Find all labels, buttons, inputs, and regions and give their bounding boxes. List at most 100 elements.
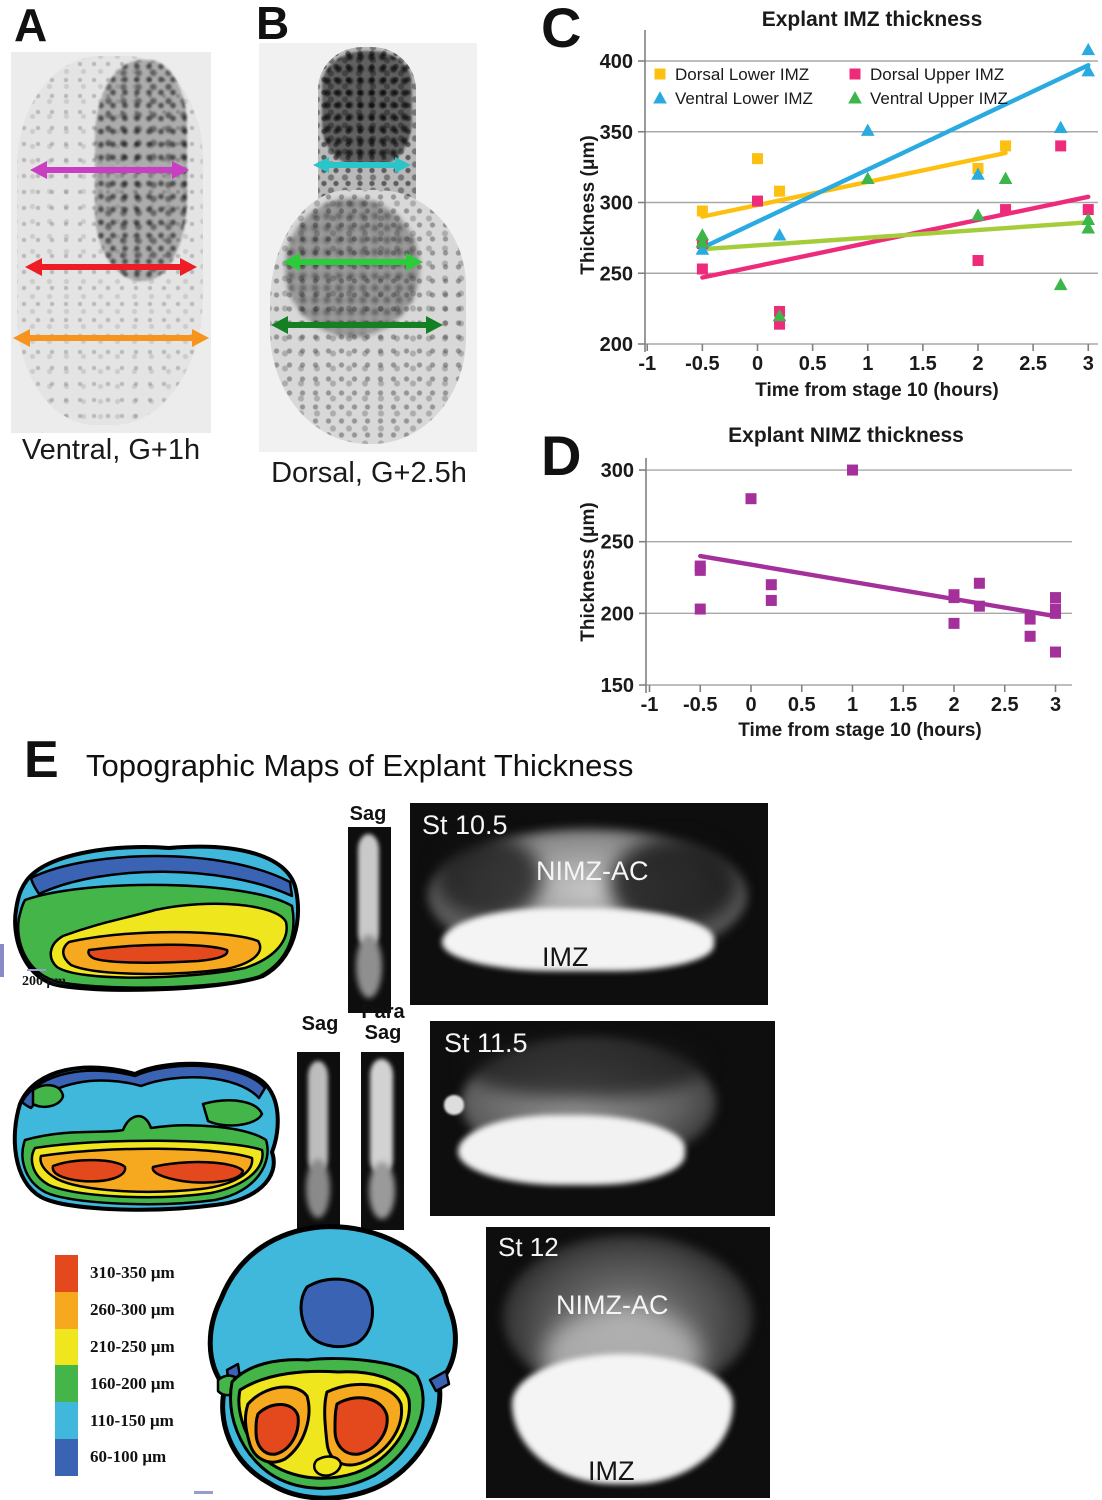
chart-text: 1 bbox=[847, 694, 858, 716]
sag-section-image bbox=[348, 827, 391, 1013]
imz-bright-band bbox=[511, 1354, 734, 1485]
section-tissue bbox=[368, 1162, 395, 1220]
data-point bbox=[653, 91, 667, 104]
panel-a-caption: Ventral, G+1h bbox=[21, 434, 201, 466]
data-point bbox=[1053, 277, 1068, 291]
chart-text: Ventral Upper IMZ bbox=[870, 89, 1008, 108]
data-point bbox=[774, 185, 786, 197]
data-point bbox=[1000, 204, 1012, 216]
trend-line bbox=[700, 220, 1091, 252]
chart-text: 0 bbox=[752, 353, 763, 375]
data-point bbox=[971, 208, 985, 221]
legend-swatch bbox=[55, 1328, 78, 1366]
data-point bbox=[948, 617, 960, 629]
imz-label: IMZ bbox=[588, 1456, 635, 1486]
imz-bright-band bbox=[457, 1114, 686, 1185]
edge-scale-mark bbox=[0, 944, 4, 977]
chart-text: 0.5 bbox=[788, 694, 816, 716]
chart-nimz: 150 200 250 300 -1 -0.5 0 0.5 1 1.5 2 2.5 3 Explant N… bbox=[578, 424, 1072, 741]
data-point bbox=[848, 91, 862, 104]
data-point bbox=[752, 153, 763, 165]
st105-photo: St 10.5 NIMZ-AC IMZ bbox=[410, 803, 768, 1005]
band-60-100 bbox=[29, 854, 294, 898]
chart-text: -0.5 bbox=[683, 694, 717, 716]
nimz-ac-label: NIMZ-AC bbox=[536, 856, 649, 886]
data-point bbox=[860, 171, 875, 184]
legend-label: 260-300 μm bbox=[90, 1300, 175, 1320]
data-point bbox=[973, 577, 985, 589]
data-point bbox=[765, 579, 777, 591]
chart-text: 2 bbox=[972, 353, 983, 375]
sag-label: Sag bbox=[301, 1013, 339, 1035]
chart-text: Dorsal Upper IMZ bbox=[870, 65, 1004, 84]
legend-label: 110-150 μm bbox=[90, 1410, 174, 1430]
legend-swatch bbox=[55, 1255, 78, 1292]
chart-text: 0 bbox=[745, 694, 756, 716]
legend-swatch bbox=[55, 1402, 78, 1439]
section-tissue bbox=[370, 1059, 393, 1174]
chart-text: 150 bbox=[601, 675, 634, 697]
chart-text: 350 bbox=[600, 122, 633, 144]
para-sag-section-image bbox=[361, 1052, 404, 1230]
nimz-ac-label: NIMZ-AC bbox=[556, 1290, 669, 1320]
data-point bbox=[654, 68, 666, 80]
band-160-200 bbox=[31, 1083, 65, 1108]
chart-text: 3 bbox=[1083, 353, 1094, 375]
panel-e-title: Topographic Maps of Explant Thickness bbox=[86, 748, 634, 783]
chart-text: 2.5 bbox=[1019, 353, 1047, 375]
chart-text: Thickness (μm) bbox=[578, 502, 599, 641]
panel-b-image bbox=[259, 43, 477, 452]
section-tissue bbox=[355, 934, 382, 999]
data-point bbox=[696, 205, 708, 217]
section-tissue bbox=[358, 834, 379, 947]
data-point bbox=[998, 171, 1013, 184]
chart-text: Ventral Lower IMZ bbox=[675, 89, 813, 108]
panel-a-letter: A bbox=[14, 0, 48, 51]
legend-label: 160-200 μm bbox=[90, 1373, 175, 1393]
data-point bbox=[972, 255, 984, 267]
band-210-250 bbox=[313, 1455, 343, 1477]
chart-text: 2 bbox=[948, 694, 959, 716]
panel-d-letter: D bbox=[541, 424, 582, 487]
sag-section-image bbox=[297, 1052, 340, 1230]
data-point bbox=[772, 228, 787, 241]
panel-a-image bbox=[11, 52, 211, 433]
legend-row: 160-200 μm bbox=[55, 1365, 175, 1403]
data-point bbox=[694, 603, 706, 615]
dark-region bbox=[435, 835, 543, 921]
legend-row: 310-350 μm bbox=[55, 1255, 175, 1292]
band-310-350 bbox=[254, 1403, 300, 1456]
trend-line bbox=[698, 553, 1058, 619]
band-310-350 bbox=[151, 1160, 245, 1184]
st12-photo: St 12 NIMZ-AC IMZ bbox=[486, 1227, 770, 1498]
trend-line bbox=[700, 150, 1008, 219]
data-point bbox=[745, 493, 757, 505]
section-tissue bbox=[305, 1158, 330, 1218]
chart-text: 300 bbox=[600, 193, 633, 215]
legend-row: 110-150 μm bbox=[55, 1402, 175, 1439]
data-point bbox=[1050, 607, 1061, 619]
data-point bbox=[752, 195, 763, 207]
panel-a-arrows bbox=[13, 161, 209, 347]
chart-text: Explant NIMZ thickness bbox=[728, 424, 964, 447]
chart-text: -1 bbox=[638, 353, 656, 375]
legend-label: 210-250 μm bbox=[90, 1336, 175, 1356]
debris-spot bbox=[443, 1095, 465, 1115]
chart-text: Explant IMZ thickness bbox=[762, 8, 983, 31]
red-arrow bbox=[25, 258, 197, 276]
chart-text: Time from stage 10 (hours) bbox=[738, 720, 982, 741]
chart-text: Thickness (μm) bbox=[578, 135, 599, 274]
data-point bbox=[1050, 592, 1061, 604]
chart-text: 1.5 bbox=[909, 353, 937, 375]
data-point bbox=[1000, 140, 1012, 152]
tissue-dark-region bbox=[285, 198, 421, 338]
tissue-dark-region bbox=[322, 51, 412, 166]
data-point bbox=[1053, 120, 1068, 134]
data-point bbox=[774, 318, 786, 330]
chart-text: 300 bbox=[601, 460, 634, 482]
data-point bbox=[1050, 646, 1061, 658]
chart-text: 2.5 bbox=[991, 694, 1019, 716]
legend-label: 310-350 μm bbox=[90, 1263, 175, 1283]
data-point bbox=[849, 68, 861, 80]
